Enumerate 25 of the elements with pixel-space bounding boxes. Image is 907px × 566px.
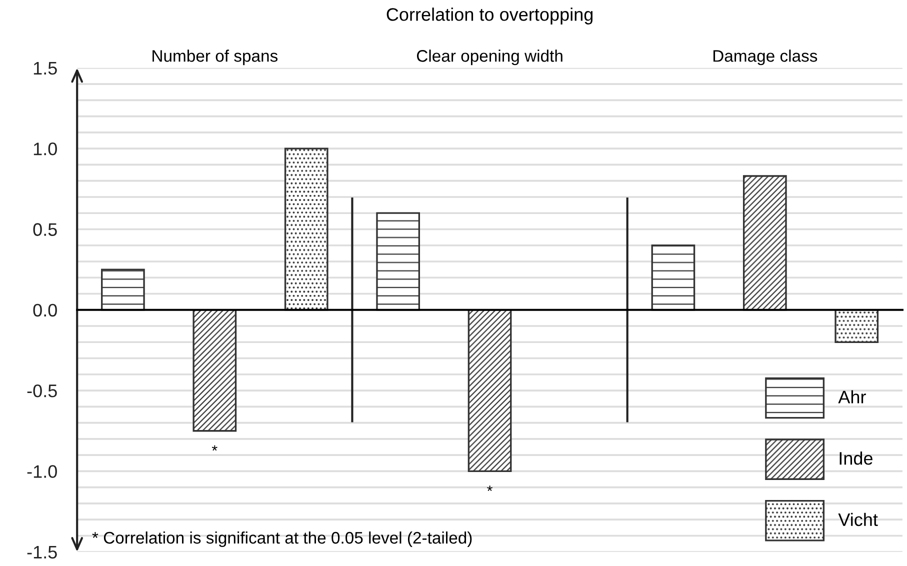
y-tick-label: -1.0 [27, 465, 57, 478]
legend-label: Ahr [838, 390, 866, 404]
x-tick-label: Clear opening width [416, 50, 562, 66]
text: -1.5 [27, 546, 57, 559]
x-tick-label: Damage class [713, 50, 818, 66]
y-tick-label: 1.0 [34, 142, 57, 156]
legend-label: Vicht [838, 512, 878, 526]
legend-label: Inde [840, 452, 872, 465]
bar [376, 212, 420, 311]
x-tick-label: Number of spans [152, 50, 278, 66]
y-tick-label: 0.0 [33, 304, 57, 317]
bar [834, 309, 879, 343]
bar [742, 175, 787, 311]
bar [651, 244, 696, 311]
bar [468, 309, 512, 472]
bar [192, 309, 237, 432]
bar [284, 148, 328, 311]
bar [101, 268, 145, 311]
y-tick-label: 0.5 [33, 223, 57, 236]
y-tick-label: -0.5 [27, 384, 57, 398]
annotation: * [487, 486, 493, 492]
chart-title: Correlation to overtopping [386, 8, 593, 24]
annotation: * [212, 445, 218, 451]
annotation: * Correlation is significant at the 0.05 level (2-tailed) [92, 531, 472, 548]
y-tick-label: 1.5 [34, 62, 57, 75]
